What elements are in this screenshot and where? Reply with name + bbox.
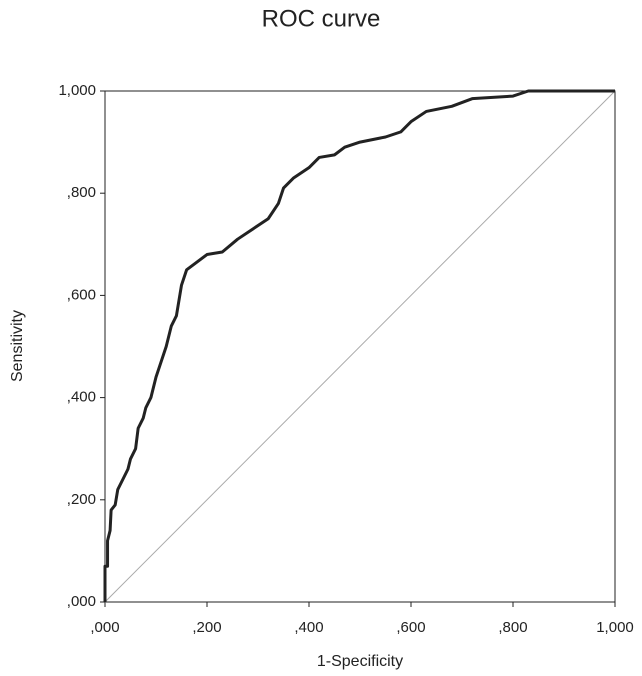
y-tick-label: ,000 xyxy=(67,593,96,610)
x-axis-label: 1-Specificity xyxy=(317,653,403,670)
y-tick-label: ,800 xyxy=(67,184,96,201)
line-series xyxy=(103,89,615,602)
y-tick-label: 1,000 xyxy=(58,82,96,99)
chart-title: ROC curve xyxy=(262,5,381,32)
x-tick-label: ,400 xyxy=(294,619,323,636)
line-series xyxy=(104,90,616,603)
x-tick-label: ,600 xyxy=(396,619,425,636)
x-tick-label: ,200 xyxy=(192,619,221,636)
y-tick-label: ,400 xyxy=(67,389,96,406)
x-tick-label: ,800 xyxy=(498,619,527,636)
plot-frame xyxy=(104,90,616,603)
y-tick-label: ,600 xyxy=(67,286,96,303)
x-tick-label: 1,000 xyxy=(596,619,634,636)
y-tick-label: ,200 xyxy=(67,491,96,508)
x-tick-label: ,000 xyxy=(90,619,119,636)
y-axis-label: Sensitivity xyxy=(9,310,26,382)
